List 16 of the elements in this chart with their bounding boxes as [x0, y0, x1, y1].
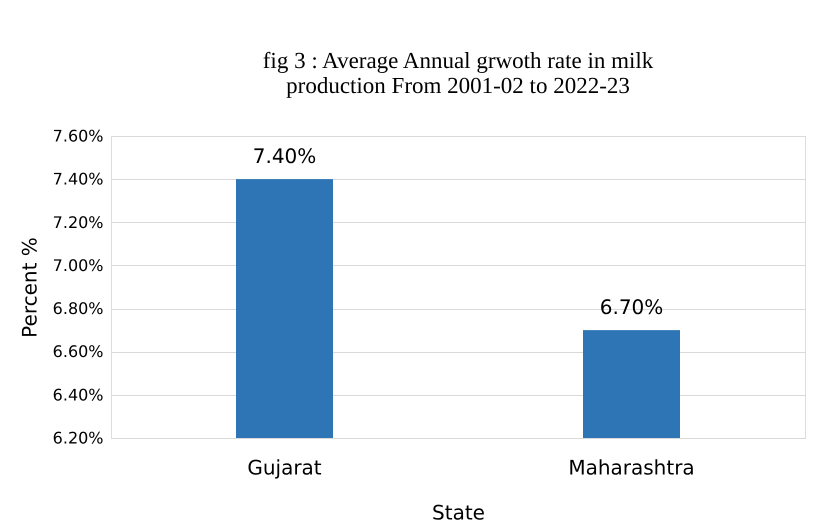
- y-tick-label: 6.60%: [52, 342, 104, 362]
- x-axis-title: State: [432, 500, 485, 524]
- x-tick-label: Gujarat: [247, 456, 322, 480]
- data-label: 6.70%: [600, 295, 664, 320]
- y-tick-label: 6.80%: [52, 299, 104, 318]
- y-tick-label: 7.00%: [52, 256, 104, 275]
- y-tick-label: 7.60%: [52, 126, 104, 146]
- text: production From 2001-02 to 2022-23: [286, 73, 630, 98]
- y-axis-title: Percent %: [18, 237, 42, 338]
- y-tick-label: 6.20%: [52, 428, 104, 448]
- y-tick-label: 7.40%: [52, 170, 104, 189]
- x-tick-label: Maharashtra: [568, 456, 695, 480]
- y-tick-label: 6.40%: [52, 385, 104, 404]
- data-label: 7.40%: [252, 144, 316, 168]
- text: fig 3 : Average Annual grwoth rate in milk: [262, 48, 654, 73]
- y-tick-label: 7.20%: [52, 212, 104, 232]
